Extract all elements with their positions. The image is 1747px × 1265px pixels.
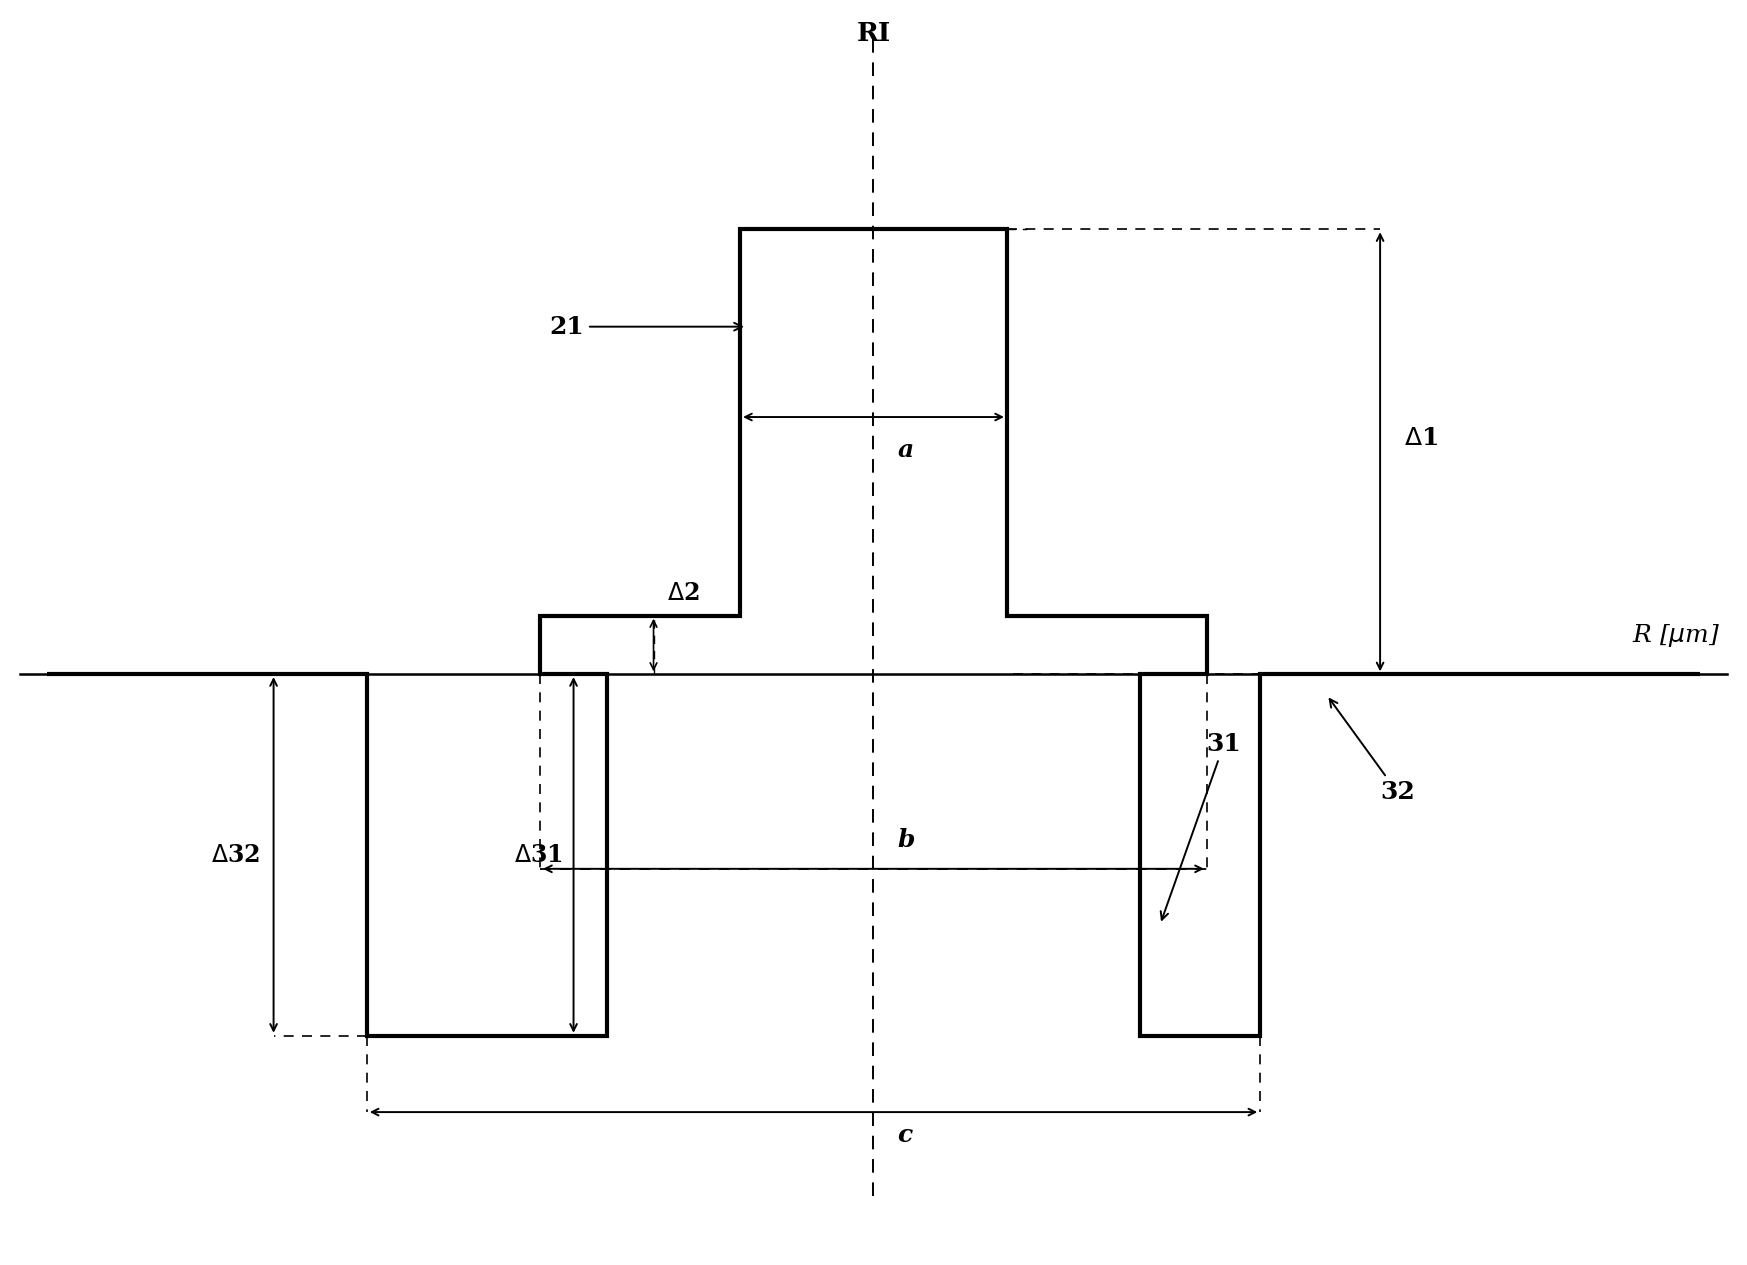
- Text: c: c: [898, 1123, 912, 1147]
- Text: 21: 21: [550, 315, 742, 339]
- Text: 31: 31: [1160, 731, 1242, 920]
- Text: b: b: [898, 829, 915, 853]
- Text: $\Delta$32: $\Delta$32: [211, 842, 260, 867]
- Text: 32: 32: [1329, 700, 1415, 805]
- Text: $\Delta$2: $\Delta$2: [667, 581, 699, 605]
- Text: RI: RI: [856, 20, 891, 46]
- Text: $\Delta$31: $\Delta$31: [514, 842, 563, 867]
- Text: $\Delta$1: $\Delta$1: [1405, 426, 1438, 450]
- Text: R [$\mathit{\mu}$m]: R [$\mathit{\mu}$m]: [1632, 622, 1721, 649]
- Text: a: a: [898, 438, 914, 462]
